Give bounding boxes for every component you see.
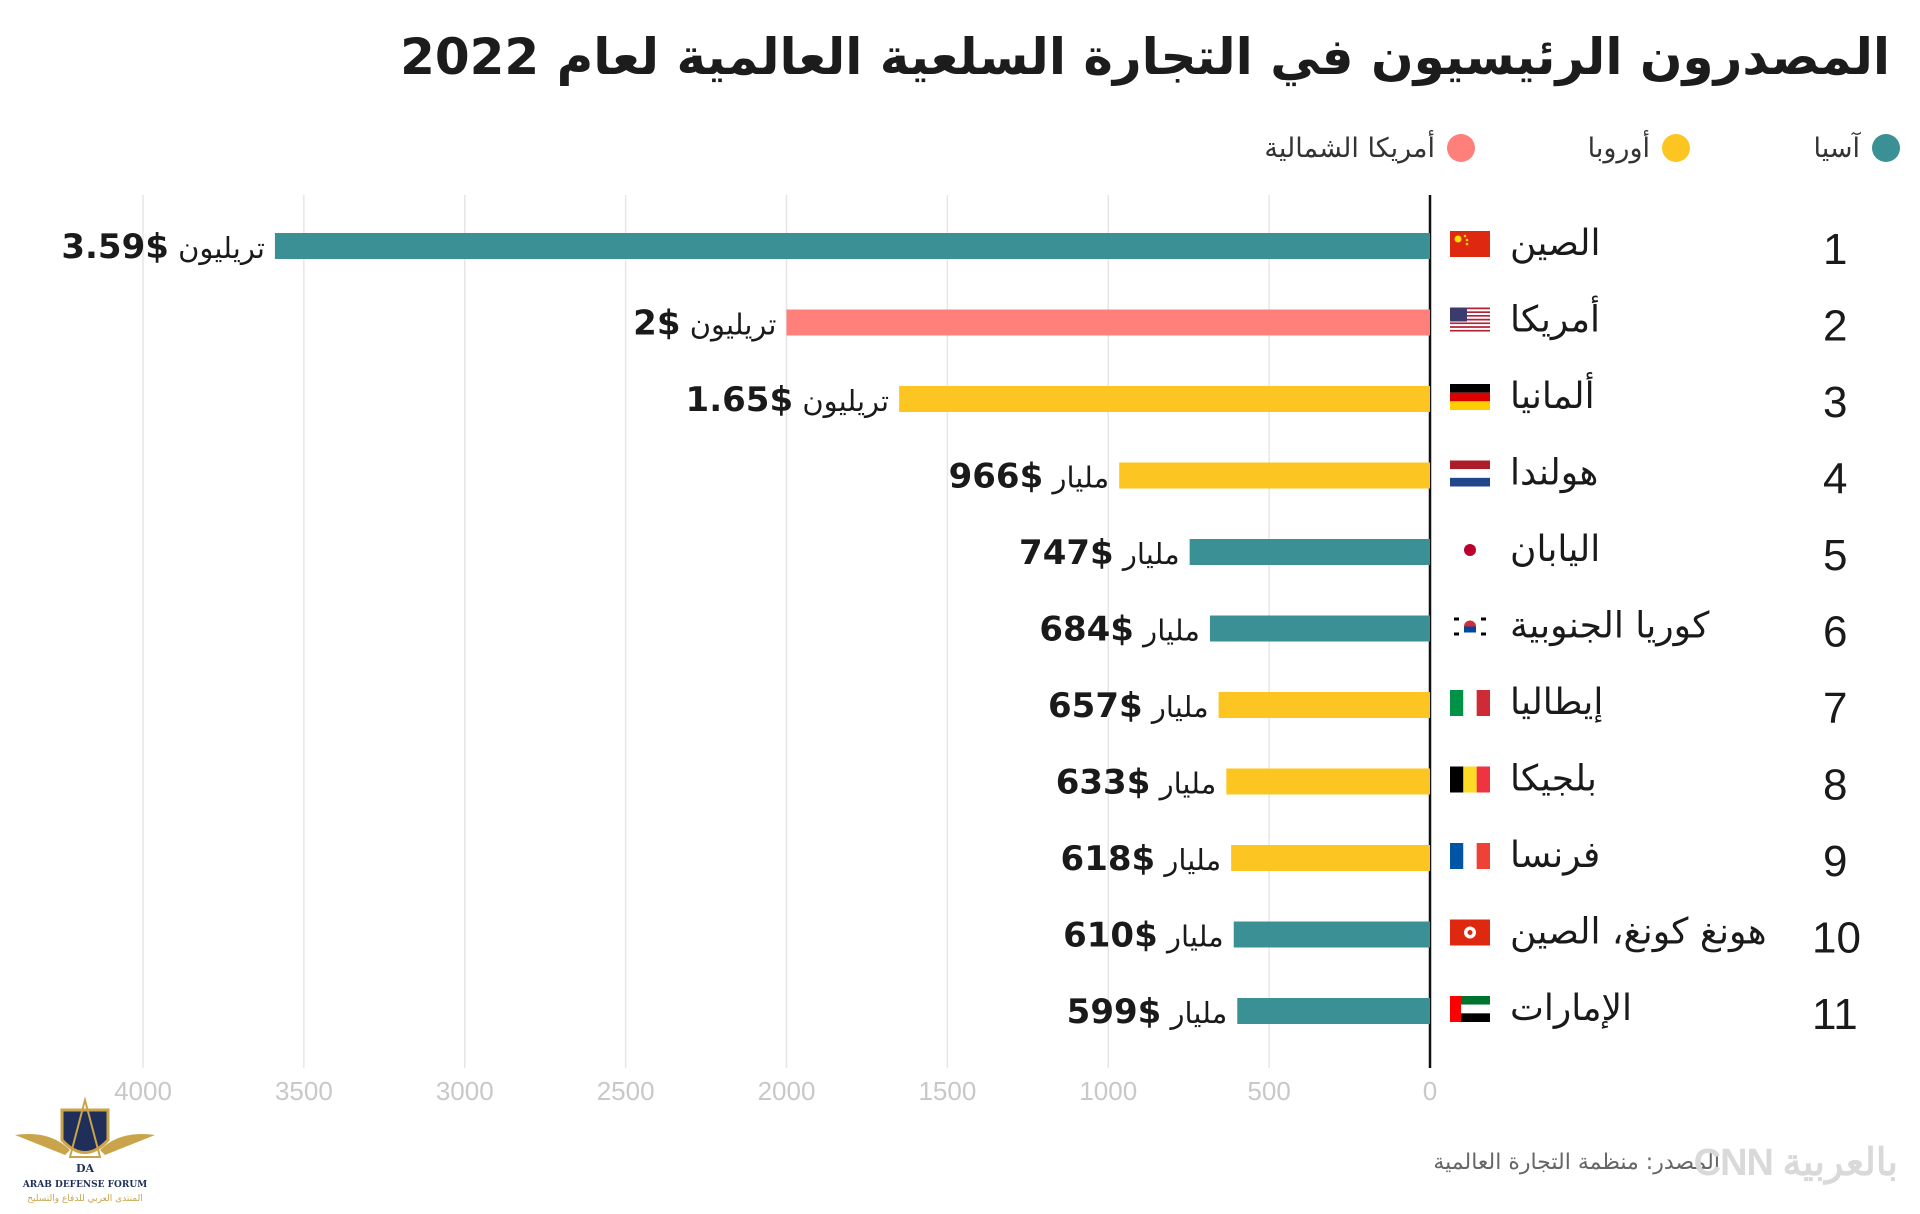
legend-item-north-america: أمريكا الشمالية — [1264, 130, 1475, 166]
legend-item-europe: أوروبا — [1588, 130, 1690, 166]
legend-label-europe: أوروبا — [1587, 132, 1650, 164]
x-tick-label: 2500 — [597, 1076, 655, 1106]
country-label: الصين — [1510, 223, 1600, 264]
south-korea-flag-icon — [1450, 613, 1490, 640]
bar-9 — [1231, 845, 1430, 871]
chart-title: المصدرون الرئيسيون في التجارة السلعية ال… — [400, 28, 1890, 86]
rank-label: 4 — [1823, 455, 1847, 504]
data-label: تريليون $3.59 — [61, 227, 265, 267]
italy-flag-icon — [1450, 690, 1490, 716]
usa-flag-icon — [1450, 307, 1490, 334]
legend-dot-north-america — [1447, 134, 1475, 162]
rank-label: 7 — [1823, 684, 1847, 733]
rank-label: 2 — [1823, 302, 1847, 351]
country-label: الإمارات — [1510, 988, 1632, 1029]
legend-dot-europe — [1662, 134, 1690, 162]
data-label: تريليون $1.65 — [686, 380, 890, 420]
cnn-arabic-logo: CNN بالعربية — [1693, 1142, 1899, 1184]
rank-label: 8 — [1823, 761, 1847, 810]
bar-10 — [1233, 921, 1430, 948]
rank-label: 10 — [1812, 914, 1861, 963]
china-flag-icon — [1450, 231, 1490, 257]
data-label: مليار $618 — [1061, 839, 1222, 879]
bar-1 — [274, 233, 1431, 259]
svg-text:المنتدى العربي للدفاع والتسليح: المنتدى العربي للدفاع والتسليح — [27, 1194, 142, 1204]
country-label: إيطاليا — [1510, 682, 1603, 723]
bar-4 — [1119, 462, 1430, 489]
bar-7 — [1218, 692, 1430, 718]
data-label: مليار $657 — [1048, 686, 1209, 726]
rank-label: 9 — [1823, 837, 1847, 886]
rank-label: 5 — [1823, 531, 1847, 580]
x-tick-label: 1000 — [1079, 1076, 1137, 1106]
x-tick-label: 0 — [1423, 1076, 1437, 1106]
bar-2 — [786, 309, 1430, 336]
arab-defense-forum-logo: DA ARAB DEFENSE FORUM المنتدى العربي للد… — [15, 1096, 155, 1204]
country-label: فرنسا — [1510, 835, 1600, 876]
legend-label-north-america: أمريكا الشمالية — [1264, 132, 1435, 164]
data-label: مليار $966 — [949, 457, 1110, 497]
netherlands-flag-icon — [1450, 460, 1490, 487]
data-label: مليار $610 — [1063, 916, 1224, 956]
legend-label-asia: آسيا — [1813, 132, 1861, 164]
svg-text:DA: DA — [76, 1162, 95, 1175]
source-note: المصدر: منظمة التجارة العالمية — [1433, 1150, 1720, 1175]
data-label: تريليون $2 — [633, 304, 776, 344]
japan-flag-icon — [1450, 537, 1490, 563]
country-label: هونغ كونغ، الصين — [1510, 912, 1767, 953]
bar-8 — [1226, 768, 1430, 795]
x-tick-label: 4000 — [114, 1076, 172, 1106]
germany-flag-icon — [1450, 384, 1490, 410]
legend-dot-asia — [1872, 134, 1900, 162]
bar-11 — [1237, 998, 1430, 1024]
rank-label: 1 — [1823, 225, 1847, 274]
country-label: ألمانيا — [1510, 372, 1595, 417]
x-tick-label: 3000 — [436, 1076, 494, 1106]
x-tick-label: 3500 — [275, 1076, 333, 1106]
bar-3 — [899, 386, 1430, 412]
hong-kong-flag-icon — [1450, 919, 1490, 946]
france-flag-icon — [1450, 843, 1490, 869]
svg-text:ARAB DEFENSE FORUM: ARAB DEFENSE FORUM — [22, 1180, 147, 1190]
data-label: مليار $684 — [1039, 610, 1200, 650]
x-tick-label: 500 — [1247, 1076, 1290, 1106]
country-label: كوريا الجنوبية — [1510, 606, 1710, 647]
data-label: مليار $633 — [1056, 763, 1217, 803]
bar-5 — [1189, 539, 1430, 565]
rank-label: 11 — [1812, 990, 1858, 1039]
uae-flag-icon — [1450, 996, 1490, 1022]
country-label: هولندا — [1510, 453, 1598, 494]
rank-label: 6 — [1823, 608, 1847, 657]
rank-label: 3 — [1823, 378, 1847, 427]
belgium-flag-icon — [1450, 766, 1490, 793]
x-tick-label: 1500 — [918, 1076, 976, 1106]
x-tick-label: 2000 — [758, 1076, 816, 1106]
data-label: مليار $747 — [1019, 533, 1180, 573]
data-label: مليار $599 — [1067, 992, 1228, 1032]
country-label: أمريكا — [1510, 296, 1600, 341]
country-label: اليابان — [1510, 529, 1600, 570]
bar-6 — [1209, 615, 1430, 642]
legend-item-asia: آسيا — [1813, 130, 1900, 166]
country-label: بلجيكا — [1510, 759, 1597, 800]
